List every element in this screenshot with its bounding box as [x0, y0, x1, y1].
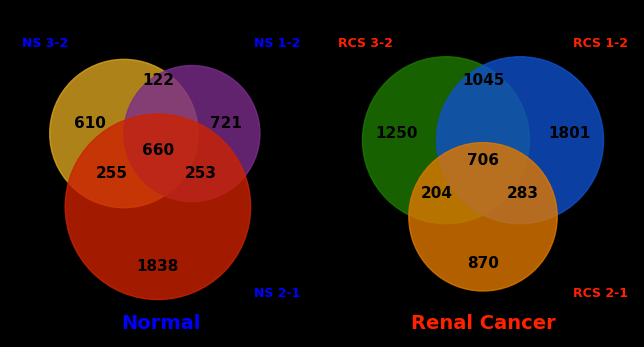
Text: 1838: 1838: [137, 259, 179, 274]
Text: RCS 3-2: RCS 3-2: [337, 37, 393, 50]
Text: 283: 283: [507, 186, 539, 201]
Text: NS 1-2: NS 1-2: [254, 37, 300, 50]
Ellipse shape: [124, 66, 260, 202]
Text: 870: 870: [467, 256, 499, 271]
Text: NS 2-1: NS 2-1: [254, 287, 300, 300]
Text: 610: 610: [74, 116, 106, 131]
Ellipse shape: [65, 114, 251, 299]
Text: 1045: 1045: [462, 73, 504, 88]
Ellipse shape: [50, 59, 198, 208]
Text: 255: 255: [95, 166, 128, 181]
Text: RCS 1-2: RCS 1-2: [573, 37, 629, 50]
Text: 253: 253: [185, 166, 217, 181]
Ellipse shape: [363, 57, 529, 224]
Text: 706: 706: [467, 153, 499, 168]
Text: 204: 204: [421, 186, 453, 201]
Ellipse shape: [437, 57, 603, 224]
Ellipse shape: [409, 143, 557, 291]
Text: NS 3-2: NS 3-2: [22, 37, 68, 50]
Text: RCS 2-1: RCS 2-1: [573, 287, 629, 300]
Text: 721: 721: [210, 116, 242, 131]
Text: 660: 660: [142, 143, 174, 158]
Text: 122: 122: [142, 73, 174, 88]
Text: 1250: 1250: [375, 126, 418, 141]
Text: Renal Cancer: Renal Cancer: [411, 314, 555, 333]
Text: 1801: 1801: [549, 126, 591, 141]
Text: Normal: Normal: [121, 314, 201, 333]
